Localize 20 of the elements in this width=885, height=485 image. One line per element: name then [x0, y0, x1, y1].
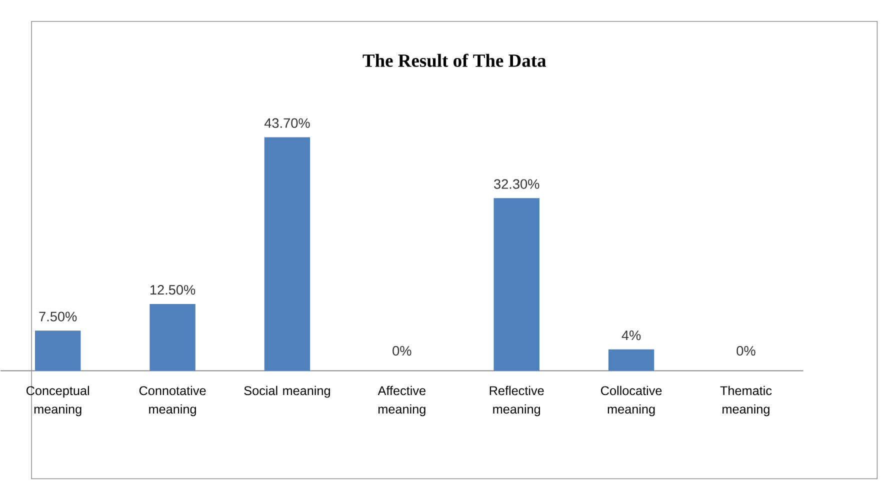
bar — [34, 330, 81, 371]
x-tick-label: Affective meaning — [378, 386, 426, 416]
data-label: 0% — [392, 346, 412, 356]
x-tick-label: Reflective meaning — [490, 386, 544, 416]
x-tick-label: Thematic meaning — [720, 386, 772, 416]
bar — [150, 304, 196, 371]
bar — [608, 350, 654, 371]
data-label: 0% — [736, 346, 756, 356]
bar — [264, 137, 310, 371]
x-tick-label: Collocative meaning — [600, 386, 662, 416]
data-label: 43.70% — [264, 118, 310, 128]
data-label: 12.50% — [150, 285, 196, 295]
data-label: 7.50% — [39, 312, 77, 322]
chart-title: The Result of The Data — [362, 54, 546, 68]
x-tick-label: Social meaning — [244, 386, 330, 398]
bar — [494, 198, 540, 371]
data-label: 32.30% — [494, 179, 540, 190]
data-label: 4% — [622, 330, 641, 340]
x-tick-label: Connotative meaning — [139, 386, 206, 416]
x-tick-label: Conceptual meaning — [26, 386, 89, 416]
